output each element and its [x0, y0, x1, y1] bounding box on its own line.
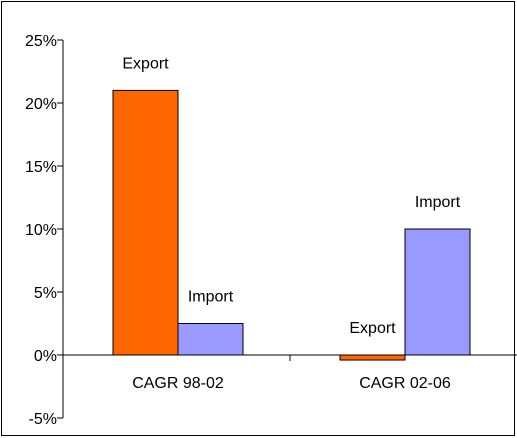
category-label: CAGR 02-06: [359, 375, 451, 392]
y-tick-label: 20%: [25, 96, 57, 113]
bar-export-1: [340, 355, 405, 360]
bar-import-0: [178, 324, 243, 356]
y-tick-label: -5%: [29, 411, 57, 428]
series-label-import: Import: [415, 194, 461, 211]
y-tick-label: 5%: [34, 285, 57, 302]
y-tick-label: 25%: [25, 33, 57, 50]
y-tick-label: 0%: [34, 348, 57, 365]
y-tick-label: 10%: [25, 222, 57, 239]
series-label-import: Import: [188, 289, 234, 306]
series-label-export: Export: [122, 55, 169, 72]
y-tick-label: 15%: [25, 159, 57, 176]
category-label: CAGR 98-02: [132, 375, 224, 392]
bar-export-0: [113, 90, 178, 355]
series-label-export: Export: [349, 320, 396, 337]
bar-import-1: [405, 229, 470, 355]
